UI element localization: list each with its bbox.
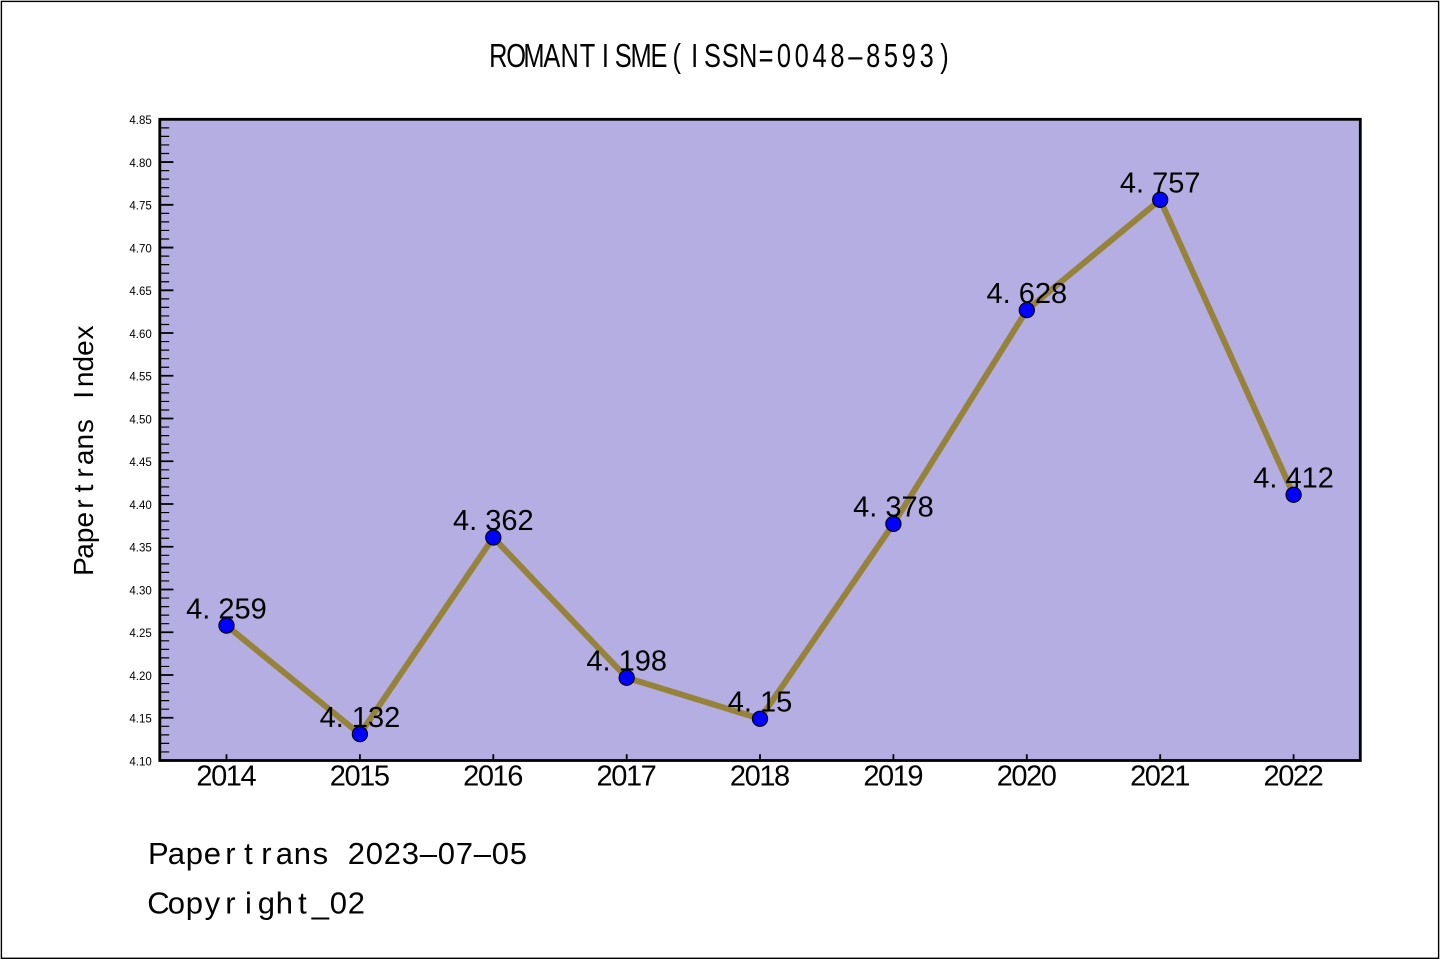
svg-text:4.65: 4.65	[129, 286, 151, 298]
svg-text:2014: 2014	[196, 761, 256, 793]
svg-text:2022: 2022	[1263, 761, 1323, 793]
svg-text:4.80: 4.80	[129, 158, 151, 170]
svg-text:4.35: 4.35	[129, 543, 151, 555]
svg-text:ROMANTISME(ISSN=0048–8593): ROMANTISME(ISSN=0048–8593)	[489, 38, 949, 75]
svg-text:2015: 2015	[330, 761, 390, 793]
svg-text:4.45: 4.45	[129, 457, 151, 469]
svg-text:4.30: 4.30	[129, 585, 151, 597]
svg-text:2019: 2019	[863, 761, 923, 793]
svg-text:4.10: 4.10	[129, 756, 151, 768]
svg-text:4.85: 4.85	[129, 115, 151, 127]
svg-text:2020: 2020	[997, 761, 1057, 793]
svg-text:2016: 2016	[463, 761, 523, 793]
svg-text:4.55: 4.55	[129, 372, 151, 384]
svg-text:2021: 2021	[1130, 761, 1190, 793]
svg-text:2017: 2017	[597, 761, 657, 793]
svg-text:4.40: 4.40	[129, 500, 151, 512]
svg-text:4.75: 4.75	[129, 201, 151, 213]
svg-text:2018: 2018	[730, 761, 790, 793]
svg-text:4.15: 4.15	[129, 714, 151, 726]
svg-text:4.25: 4.25	[129, 628, 151, 640]
svg-text:4.50: 4.50	[129, 414, 151, 426]
svg-text:4.60: 4.60	[129, 329, 151, 341]
svg-text:4.20: 4.20	[129, 671, 151, 683]
svg-text:4.70: 4.70	[129, 243, 151, 255]
svg-text:PapertransIndex: PapertransIndex	[68, 326, 99, 576]
